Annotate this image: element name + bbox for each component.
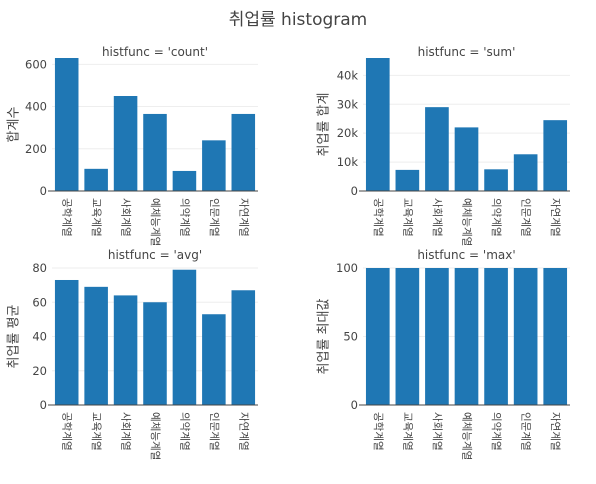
y-tick-label: 0 [40, 398, 47, 412]
x-tick-label: 교육계열 [401, 198, 413, 237]
bar-sum-4[interactable] [484, 169, 508, 191]
subplot-title: histfunc = 'avg' [108, 248, 202, 262]
x-tick-label: 인문계열 [208, 412, 220, 451]
x-tick-label: 인문계열 [520, 412, 532, 451]
x-tick-label: 교육계열 [401, 412, 413, 451]
y-tick-label: 40 [32, 330, 47, 344]
bar-sum-1[interactable] [395, 169, 420, 191]
y-axis-label: 취업률 평균 [7, 304, 22, 368]
x-tick-label: 예체능계열 [461, 198, 474, 246]
subplot-sum: 0 10k 20k 30k 40k 공학계열 교육계열 사회계열 예체능계열 의약계열 인문계열 자연… [317, 45, 570, 246]
figure-title: 취업률 histogram [229, 10, 368, 30]
y-tick-label: 200 [25, 142, 47, 156]
bar-max-2[interactable] [425, 268, 449, 405]
x-tick-label: 의약계열 [178, 198, 190, 237]
bar-count-5[interactable] [202, 140, 226, 191]
bar-max-5[interactable] [513, 268, 538, 405]
subplot-title: histfunc = 'count' [102, 45, 208, 59]
x-tick-label: 사회계열 [431, 198, 443, 237]
x-tick-label: 공학계열 [61, 198, 73, 237]
x-tick-label: 자연계열 [237, 412, 249, 451]
x-tick-label: 예체능계열 [149, 198, 162, 246]
bar-max-6[interactable] [543, 268, 568, 405]
x-tick-label: 자연계열 [549, 412, 561, 451]
bar-avg-2[interactable] [113, 295, 138, 405]
y-tick-label: 50 [343, 330, 358, 344]
y-axis-label: 취업률 최대값 [317, 299, 332, 375]
x-tick-label: 공학계열 [61, 412, 73, 451]
x-tick-label: 예체능계열 [149, 412, 162, 460]
subplot-max: 0 50 100 공학계열 교육계열 사회계열 예체능계열 의약계열 인문계열 자연계열 histf… [317, 248, 570, 460]
x-tick-label: 교육계열 [90, 198, 102, 237]
bar-count-0[interactable] [54, 58, 79, 191]
bar-sum-3[interactable] [454, 127, 479, 191]
x-tick-label: 의약계열 [490, 198, 502, 237]
bar-max-0[interactable] [365, 268, 390, 405]
bar-count-6[interactable] [231, 113, 256, 191]
x-tick-label: 사회계열 [431, 412, 443, 451]
x-tick-label: 의약계열 [490, 412, 502, 451]
x-tick-label: 인문계열 [520, 198, 532, 237]
bar-count-4[interactable] [172, 170, 197, 191]
subplot-title: histfunc = 'sum' [418, 45, 516, 59]
bar-avg-0[interactable] [54, 279, 79, 405]
bar-avg-6[interactable] [231, 290, 256, 405]
y-tick-label: 100 [336, 261, 358, 275]
y-tick-label: 0 [40, 184, 47, 198]
y-tick-label: 40k [337, 68, 359, 82]
y-axis-label: 합계수 [7, 107, 22, 143]
bar-count-3[interactable] [143, 113, 167, 191]
y-tick-label: 0 [351, 184, 358, 198]
y-tick-label: 80 [32, 261, 47, 275]
x-tick-label: 자연계열 [237, 198, 249, 237]
y-tick-label: 20k [337, 126, 359, 140]
x-tick-label: 공학계열 [372, 198, 384, 237]
x-tick-label: 예체능계열 [461, 412, 474, 460]
y-tick-label: 60 [32, 295, 47, 309]
x-tick-label: 사회계열 [120, 412, 132, 451]
y-tick-label: 0 [351, 398, 358, 412]
y-tick-label: 400 [25, 100, 47, 114]
bar-max-4[interactable] [484, 268, 508, 405]
subplot-avg: 0 20 40 60 80 공학계열 교육계열 사회계열 예체능계열 의약계열 인문계열 자연계열 hi… [7, 248, 258, 460]
y-tick-label: 30k [337, 97, 359, 111]
x-tick-label: 의약계열 [178, 412, 190, 451]
y-tick-label: 20 [32, 364, 47, 378]
x-tick-label: 사회계열 [120, 198, 132, 237]
bar-sum-6[interactable] [543, 120, 568, 191]
bar-count-2[interactable] [113, 96, 138, 191]
subplot-count: 0 200 400 600 공학계열 교육계열 사회계열 예체능계열 의약계열 인문계열 자연계열 h… [7, 45, 258, 246]
bar-max-3[interactable] [454, 268, 479, 405]
y-tick-label: 10k [337, 155, 359, 169]
bar-sum-2[interactable] [425, 107, 449, 191]
bar-sum-0[interactable] [365, 58, 390, 191]
y-tick-label: 600 [25, 57, 47, 71]
bar-sum-5[interactable] [513, 154, 538, 191]
x-tick-label: 인문계열 [208, 198, 220, 237]
y-axis-label: 취업률 합계 [317, 93, 332, 157]
x-tick-label: 자연계열 [549, 198, 561, 237]
bar-avg-5[interactable] [202, 314, 226, 405]
subplot-title: histfunc = 'max' [417, 248, 515, 262]
bar-avg-4[interactable] [172, 269, 197, 405]
bar-max-1[interactable] [395, 268, 420, 405]
x-tick-label: 교육계열 [90, 412, 102, 451]
bar-avg-3[interactable] [143, 302, 167, 405]
bar-avg-1[interactable] [84, 286, 108, 405]
x-tick-label: 공학계열 [372, 412, 384, 451]
bar-count-1[interactable] [84, 168, 108, 191]
